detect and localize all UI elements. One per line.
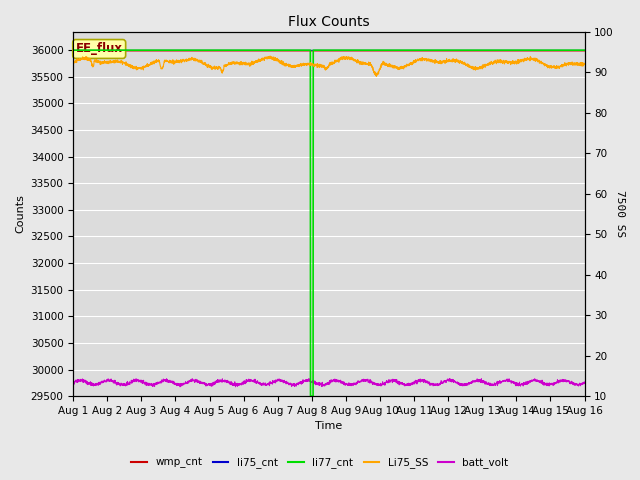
Title: Flux Counts: Flux Counts: [288, 15, 370, 29]
Legend: wmp_cnt, li75_cnt, li77_cnt, Li75_SS, batt_volt: wmp_cnt, li75_cnt, li77_cnt, Li75_SS, ba…: [127, 453, 513, 472]
Y-axis label: Counts: Counts: [15, 194, 25, 233]
Y-axis label: 7500 SS: 7500 SS: [615, 190, 625, 238]
Text: EE_flux: EE_flux: [76, 43, 123, 56]
X-axis label: Time: Time: [316, 421, 342, 432]
